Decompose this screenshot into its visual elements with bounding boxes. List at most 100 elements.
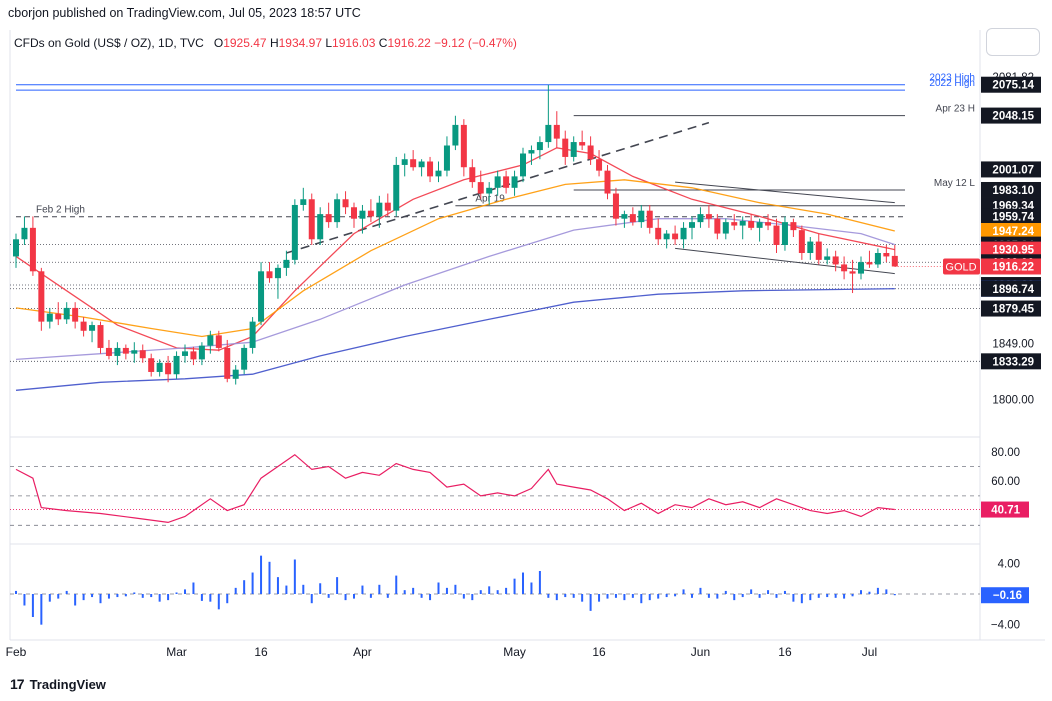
momentum-bar	[200, 594, 203, 601]
candle-body	[841, 264, 848, 272]
momentum-bar	[792, 594, 795, 602]
candle-body	[460, 124, 467, 168]
candle-body	[13, 239, 19, 257]
time-axis-label: Apr	[353, 645, 372, 659]
candle-body	[731, 222, 738, 226]
momentum-bar	[260, 555, 263, 594]
candle-body	[291, 204, 298, 260]
candle-body	[384, 202, 391, 211]
candle-body	[249, 321, 256, 348]
momentum-bar	[843, 594, 846, 599]
momentum-bar	[623, 594, 626, 601]
candle-body	[655, 227, 662, 240]
momentum-bar	[530, 582, 533, 594]
candle-body	[604, 170, 611, 194]
moving-average-line-ema200	[15, 288, 895, 391]
momentum-bar	[564, 594, 567, 598]
time-axis-label: 16	[778, 645, 792, 659]
candle-body	[114, 347, 121, 356]
rsi-last-tag	[981, 501, 1029, 518]
momentum-bar	[724, 590, 727, 594]
price-axis-label: 1959.74	[992, 212, 1034, 224]
momentum-bar	[809, 594, 812, 601]
candle-body	[520, 153, 526, 177]
momentum-bar	[893, 594, 896, 596]
candle-body	[63, 307, 70, 320]
ohlc-legend: CFDs on Gold (US$ / OZ), 1D, TVC O1925.4…	[14, 36, 517, 50]
candle-body	[824, 256, 831, 260]
momentum-bar	[657, 594, 660, 599]
price-scale-toggle[interactable]	[986, 28, 1040, 56]
candle-body	[815, 241, 822, 260]
annotation-label: 2023 High	[929, 73, 975, 84]
momentum-bar	[462, 594, 465, 599]
candle-body	[232, 369, 239, 379]
candle-body	[173, 355, 180, 375]
annotation-label: 2022 High	[929, 78, 975, 89]
candle-body	[148, 358, 155, 372]
momentum-axis-label: 4.00	[998, 558, 1020, 570]
annotation-label: Apr 19	[475, 194, 505, 205]
candle-body	[773, 225, 780, 245]
momentum-bar	[116, 594, 119, 598]
candle-body	[689, 222, 695, 228]
momentum-bar	[82, 594, 85, 601]
candle-body	[781, 222, 788, 245]
momentum-bar	[775, 594, 778, 598]
momentum-axis-label: −4.00	[991, 620, 1020, 632]
momentum-bar	[606, 594, 609, 599]
candle-body	[705, 214, 712, 219]
momentum-bar	[369, 594, 372, 598]
momentum-bar	[674, 594, 677, 597]
momentum-bar	[648, 594, 651, 601]
momentum-bar	[758, 594, 761, 598]
candle-body	[722, 222, 729, 234]
annotation-label: Apr 23 H	[936, 104, 975, 115]
momentum-bar	[741, 594, 744, 598]
symbol-description: CFDs on Gold (US$ / OZ), 1D, TVC	[14, 36, 204, 50]
open-value: 1925.47	[223, 36, 267, 50]
price-axis-tag	[981, 241, 1041, 258]
momentum-bar	[209, 594, 212, 602]
candle-body	[139, 350, 146, 359]
momentum-bar	[226, 594, 229, 604]
candle-body	[97, 325, 104, 348]
low-label: L	[325, 36, 333, 50]
candle-body	[207, 335, 214, 346]
candle-body	[536, 142, 543, 151]
price-axis-label: 1930.95	[992, 245, 1034, 257]
candle-body	[165, 362, 172, 375]
momentum-bar	[505, 587, 508, 594]
price-axis-label: 1896.74	[992, 284, 1034, 296]
open-label: O	[213, 36, 224, 50]
candle-body	[469, 167, 476, 183]
candle-body	[672, 233, 679, 240]
high-label: H	[269, 36, 279, 50]
time-axis-label: Feb	[6, 645, 27, 659]
candle-body	[790, 222, 797, 231]
momentum-bar	[167, 594, 170, 601]
candle-body	[553, 124, 560, 139]
candle-body	[55, 313, 62, 320]
momentum-bar	[65, 590, 68, 594]
candle-body	[638, 210, 645, 223]
candle-body	[579, 142, 586, 146]
candle-body	[21, 227, 28, 240]
price-axis-label: 1916.22	[992, 261, 1034, 273]
annotation-label: May 12 L	[934, 178, 976, 189]
momentum-bar	[302, 584, 305, 594]
momentum-bar	[99, 594, 102, 604]
candle-body	[629, 214, 636, 223]
candle-body	[587, 145, 594, 160]
candle-body	[562, 138, 569, 157]
momentum-bar	[175, 592, 178, 594]
momentum-bar	[395, 575, 398, 594]
momentum-bar	[243, 580, 246, 594]
candle-body	[317, 214, 324, 240]
momentum-bar	[353, 594, 355, 599]
candle-body	[182, 351, 188, 356]
momentum-bar	[48, 594, 51, 602]
change-value: −9.12 (−0.47%)	[434, 36, 517, 50]
momentum-bar	[682, 589, 685, 594]
